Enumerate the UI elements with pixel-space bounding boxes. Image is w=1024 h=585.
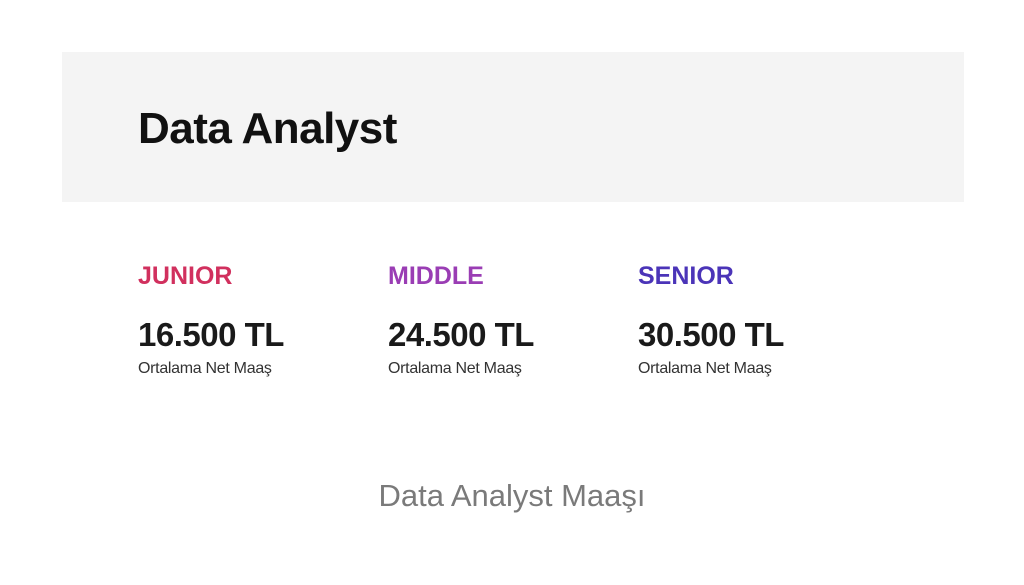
salary-note: Ortalama Net Maaş — [388, 360, 522, 377]
salary: 16.500 TL — [138, 316, 284, 353]
level-label: MIDDLE — [388, 262, 484, 290]
salary: 24.500 TL — [388, 316, 534, 353]
caption: Data Analyst Maaşı — [378, 478, 646, 513]
level-column: SENIOR 30.500 TL Ortalama Net Maaş — [638, 262, 878, 378]
salary-note: Ortalama Net Maaş — [638, 360, 772, 377]
level-label: JUNIOR — [138, 262, 233, 290]
level-column: MIDDLE 24.500 TL Ortalama Net Maaş — [388, 262, 628, 378]
level-label: SENIOR — [638, 262, 734, 290]
salary-note: Ortalama Net Maaş — [138, 360, 272, 377]
title: Data Analyst — [138, 104, 397, 153]
header-banner: Data Analyst — [62, 52, 964, 202]
salary: 30.500 TL — [638, 316, 784, 353]
level-column: JUNIOR 16.500 TL Ortalama Net Maaş — [138, 262, 378, 378]
